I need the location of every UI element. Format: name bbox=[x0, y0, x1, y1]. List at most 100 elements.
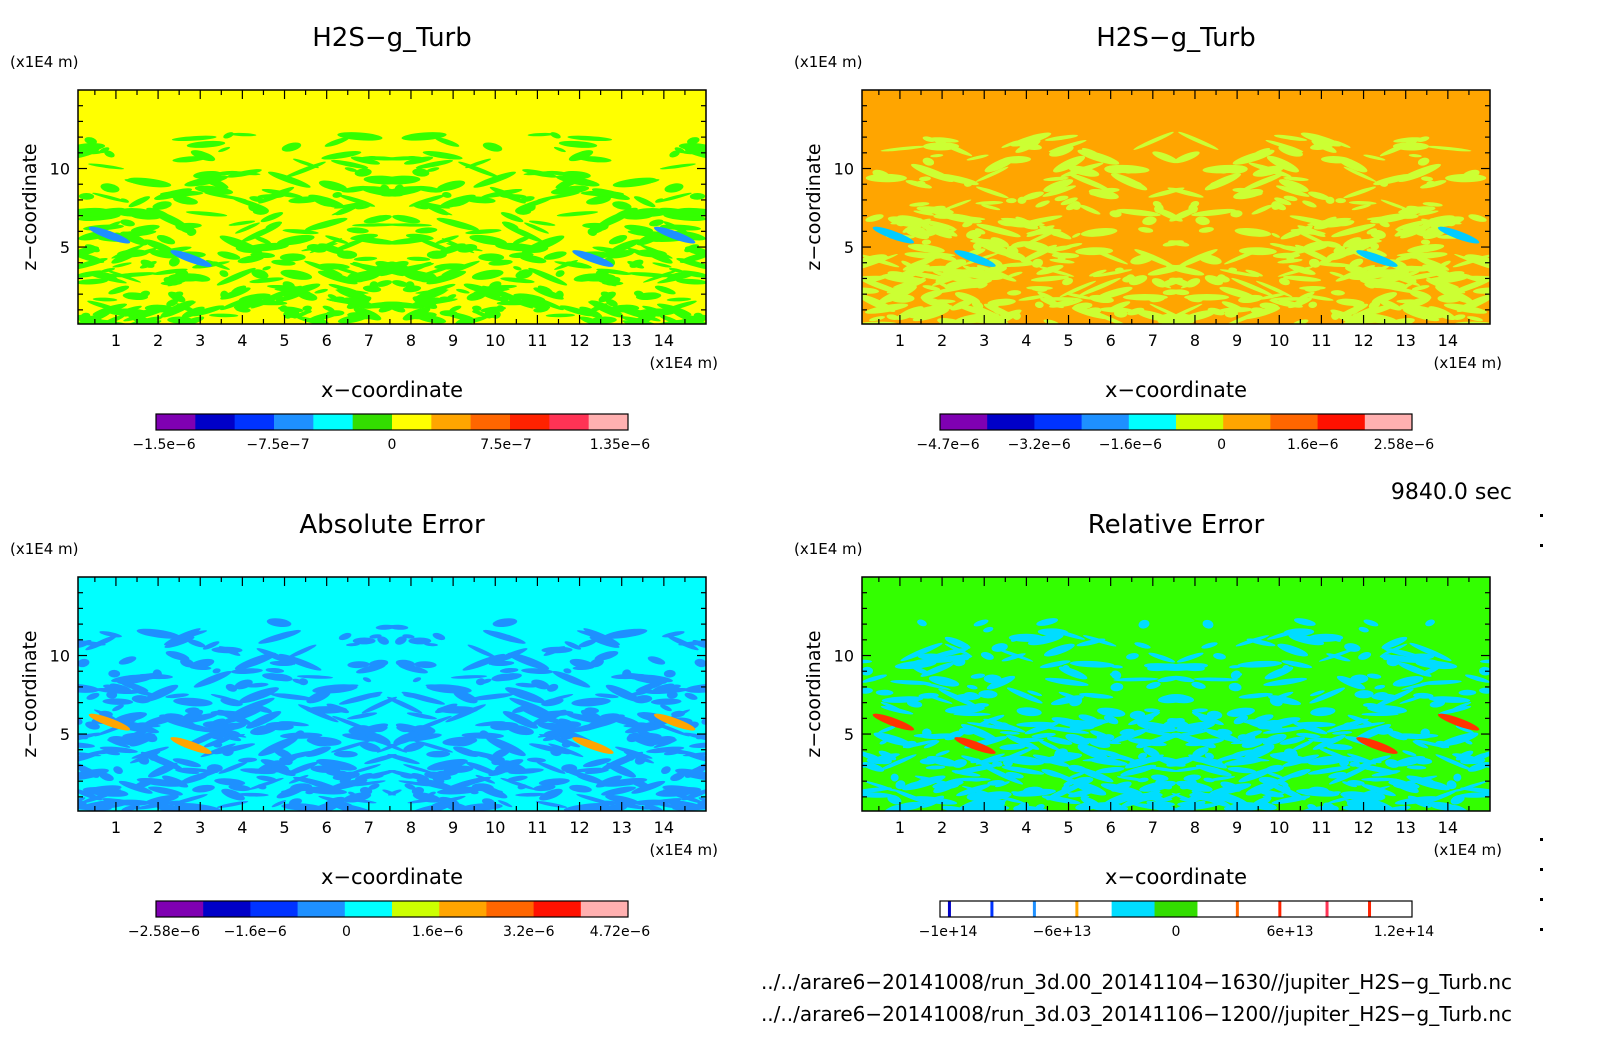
heatmap-cell bbox=[862, 752, 882, 762]
y-axis-label: z−coordinate bbox=[803, 630, 825, 757]
heatmap-cell bbox=[980, 652, 994, 660]
heatmap-cell bbox=[174, 775, 208, 786]
heatmap-cell bbox=[490, 660, 515, 667]
heatmap-cell bbox=[332, 191, 342, 198]
y-axis-label: z−coordinate bbox=[803, 143, 825, 270]
colorbar-swatch bbox=[1364, 414, 1413, 430]
x-tick-label: 9 bbox=[448, 818, 458, 837]
heatmap-cell bbox=[571, 697, 611, 707]
heatmap-cell bbox=[364, 754, 397, 765]
heatmap-cell bbox=[212, 668, 221, 674]
heatmap-cell bbox=[1372, 688, 1414, 709]
heatmap-cell bbox=[1460, 787, 1490, 793]
heatmap-cell bbox=[920, 662, 956, 677]
heatmap-cell bbox=[1031, 258, 1044, 268]
heatmap-cell bbox=[352, 780, 386, 787]
heatmap-cell bbox=[78, 752, 100, 765]
heatmap-cell bbox=[415, 227, 438, 234]
heatmap-cell bbox=[660, 704, 672, 712]
colorbar-label: 2.58e−6 bbox=[1374, 437, 1435, 453]
heatmap-cell bbox=[306, 736, 342, 746]
heatmap-cell bbox=[1147, 663, 1178, 672]
heatmap-cell bbox=[1283, 628, 1315, 636]
heatmap-cell bbox=[664, 183, 684, 193]
heatmap-cell bbox=[922, 157, 935, 166]
heatmap-cell bbox=[426, 270, 467, 285]
y-axis-label: z−coordinate bbox=[19, 143, 41, 270]
heatmap-cell bbox=[1371, 770, 1401, 777]
colorbar-swatch bbox=[987, 414, 1035, 430]
heatmap-cell bbox=[1163, 318, 1191, 324]
heatmap-cell bbox=[1440, 732, 1479, 747]
heatmap-cell bbox=[625, 754, 635, 761]
heatmap-cell bbox=[1022, 786, 1044, 794]
heatmap-cell bbox=[1173, 766, 1205, 773]
heatmap-cell bbox=[187, 639, 206, 648]
heatmap-cell bbox=[1336, 310, 1359, 317]
heatmap-cell bbox=[260, 212, 284, 223]
heatmap-cell bbox=[99, 147, 110, 154]
y-tick-label: 5 bbox=[60, 725, 70, 744]
heatmap-cell bbox=[184, 175, 229, 187]
heatmap-feature bbox=[170, 737, 212, 754]
heatmap-cell bbox=[1049, 145, 1074, 157]
heatmap-cell bbox=[415, 159, 454, 169]
heatmap-cell bbox=[387, 754, 420, 765]
heatmap-cell bbox=[481, 798, 495, 806]
heatmap-cell bbox=[1374, 684, 1386, 690]
x-tick-label: 11 bbox=[1311, 818, 1331, 837]
heatmap-cell bbox=[305, 217, 348, 231]
heatmap-cell bbox=[279, 253, 306, 262]
heatmap-cell bbox=[1116, 208, 1161, 217]
heatmap-feature bbox=[653, 226, 696, 244]
heatmap-cell bbox=[99, 631, 122, 638]
heatmap-cell bbox=[934, 208, 951, 215]
heatmap-cell bbox=[881, 274, 919, 284]
decoration-dot bbox=[1540, 898, 1543, 901]
heatmap-cell bbox=[930, 154, 944, 158]
heatmap-cell bbox=[664, 300, 697, 312]
heatmap-cell bbox=[1412, 740, 1429, 749]
heatmap-cell bbox=[180, 713, 218, 724]
heatmap-cell bbox=[684, 692, 698, 700]
heatmap-cell bbox=[1242, 745, 1275, 761]
heatmap-cell bbox=[416, 778, 456, 791]
heatmap-cell bbox=[408, 637, 432, 645]
colorbar-swatch bbox=[1154, 901, 1198, 917]
colorbar-swatch bbox=[392, 901, 440, 917]
colorbar-label: 0 bbox=[388, 437, 397, 453]
heatmap-cell bbox=[624, 224, 654, 233]
x-tick-label: 8 bbox=[406, 331, 416, 350]
heatmap-cell bbox=[112, 262, 132, 268]
heatmap-cell bbox=[1198, 227, 1214, 233]
heatmap-cell bbox=[642, 305, 666, 315]
heatmap-cell bbox=[999, 747, 1035, 762]
heatmap-cell bbox=[563, 668, 572, 674]
heatmap-cell bbox=[352, 637, 376, 645]
heatmap-cell bbox=[951, 770, 981, 777]
heatmap-cell bbox=[1385, 759, 1400, 768]
heatmap-cell bbox=[1232, 149, 1275, 165]
colorbar-label: 0 bbox=[1172, 924, 1181, 940]
heatmap-cell bbox=[411, 715, 452, 732]
heatmap-cell bbox=[1307, 766, 1351, 775]
heatmap-cell bbox=[1320, 220, 1355, 228]
heatmap-cell bbox=[1040, 297, 1064, 309]
heatmap-cell bbox=[219, 270, 229, 277]
heatmap-cell bbox=[442, 191, 452, 198]
colorbar-swatch bbox=[352, 414, 393, 430]
heatmap-cell bbox=[1464, 674, 1490, 683]
heatmap-cell bbox=[627, 261, 645, 269]
heatmap-cell bbox=[1278, 145, 1303, 157]
colorbar-swatch bbox=[195, 414, 236, 430]
panel-bottom-right: Relative Error (x1E4 m) 1 2 3 4 5 6 7 8 9 10 11 12 13 1… bbox=[784, 487, 1544, 957]
heatmap-cell bbox=[1035, 803, 1045, 811]
heatmap-cell bbox=[426, 204, 449, 216]
heatmap-cell bbox=[902, 256, 937, 271]
heatmap-cell bbox=[1185, 738, 1225, 747]
heatmap-cell bbox=[78, 193, 95, 200]
heatmap-cell bbox=[1049, 258, 1075, 264]
heatmap-cell bbox=[1182, 310, 1216, 322]
heatmap-cell bbox=[862, 687, 873, 694]
heatmap-cell bbox=[208, 732, 224, 740]
